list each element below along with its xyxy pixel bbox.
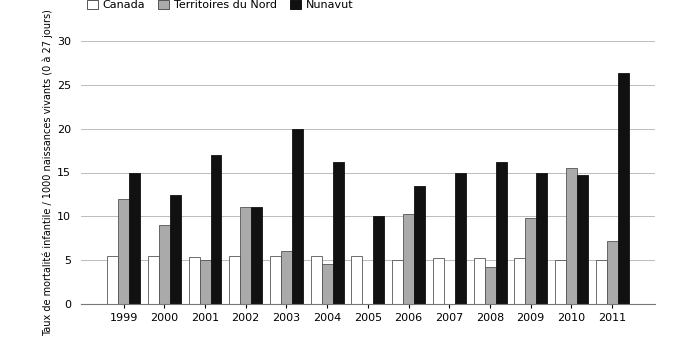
Bar <box>607 241 618 304</box>
Bar <box>352 256 362 304</box>
Bar <box>322 264 333 304</box>
Bar <box>495 162 506 304</box>
Bar <box>129 172 140 304</box>
Bar <box>270 256 281 304</box>
Bar <box>148 256 159 304</box>
Bar <box>596 260 607 304</box>
Bar <box>292 129 303 304</box>
Bar <box>514 258 525 304</box>
Y-axis label: Taux de mortalité infantile / 1000 naissances vivants (0 à 27 jours): Taux de mortalité infantile / 1000 naiss… <box>43 9 53 336</box>
Bar <box>159 225 170 304</box>
Bar <box>566 168 577 304</box>
Bar <box>240 207 251 304</box>
Bar <box>392 260 403 304</box>
Bar <box>373 216 384 304</box>
Bar <box>281 251 292 304</box>
Bar <box>485 267 495 304</box>
Bar <box>618 73 628 304</box>
Bar <box>433 258 444 304</box>
Bar <box>333 162 344 304</box>
Bar <box>525 218 536 304</box>
Bar <box>170 195 181 304</box>
Bar <box>403 215 414 304</box>
Bar <box>455 172 466 304</box>
Bar <box>414 186 425 304</box>
Bar <box>211 155 221 304</box>
Legend: Canada, Territoires du Nord, Nunavut: Canada, Territoires du Nord, Nunavut <box>86 0 353 10</box>
Bar <box>555 260 566 304</box>
Bar <box>474 258 485 304</box>
Bar <box>577 175 588 304</box>
Bar <box>200 260 211 304</box>
Bar <box>310 256 322 304</box>
Bar <box>188 257 200 304</box>
Bar <box>107 256 118 304</box>
Bar <box>230 256 240 304</box>
Bar <box>118 199 129 304</box>
Bar <box>536 172 547 304</box>
Bar <box>251 207 262 304</box>
